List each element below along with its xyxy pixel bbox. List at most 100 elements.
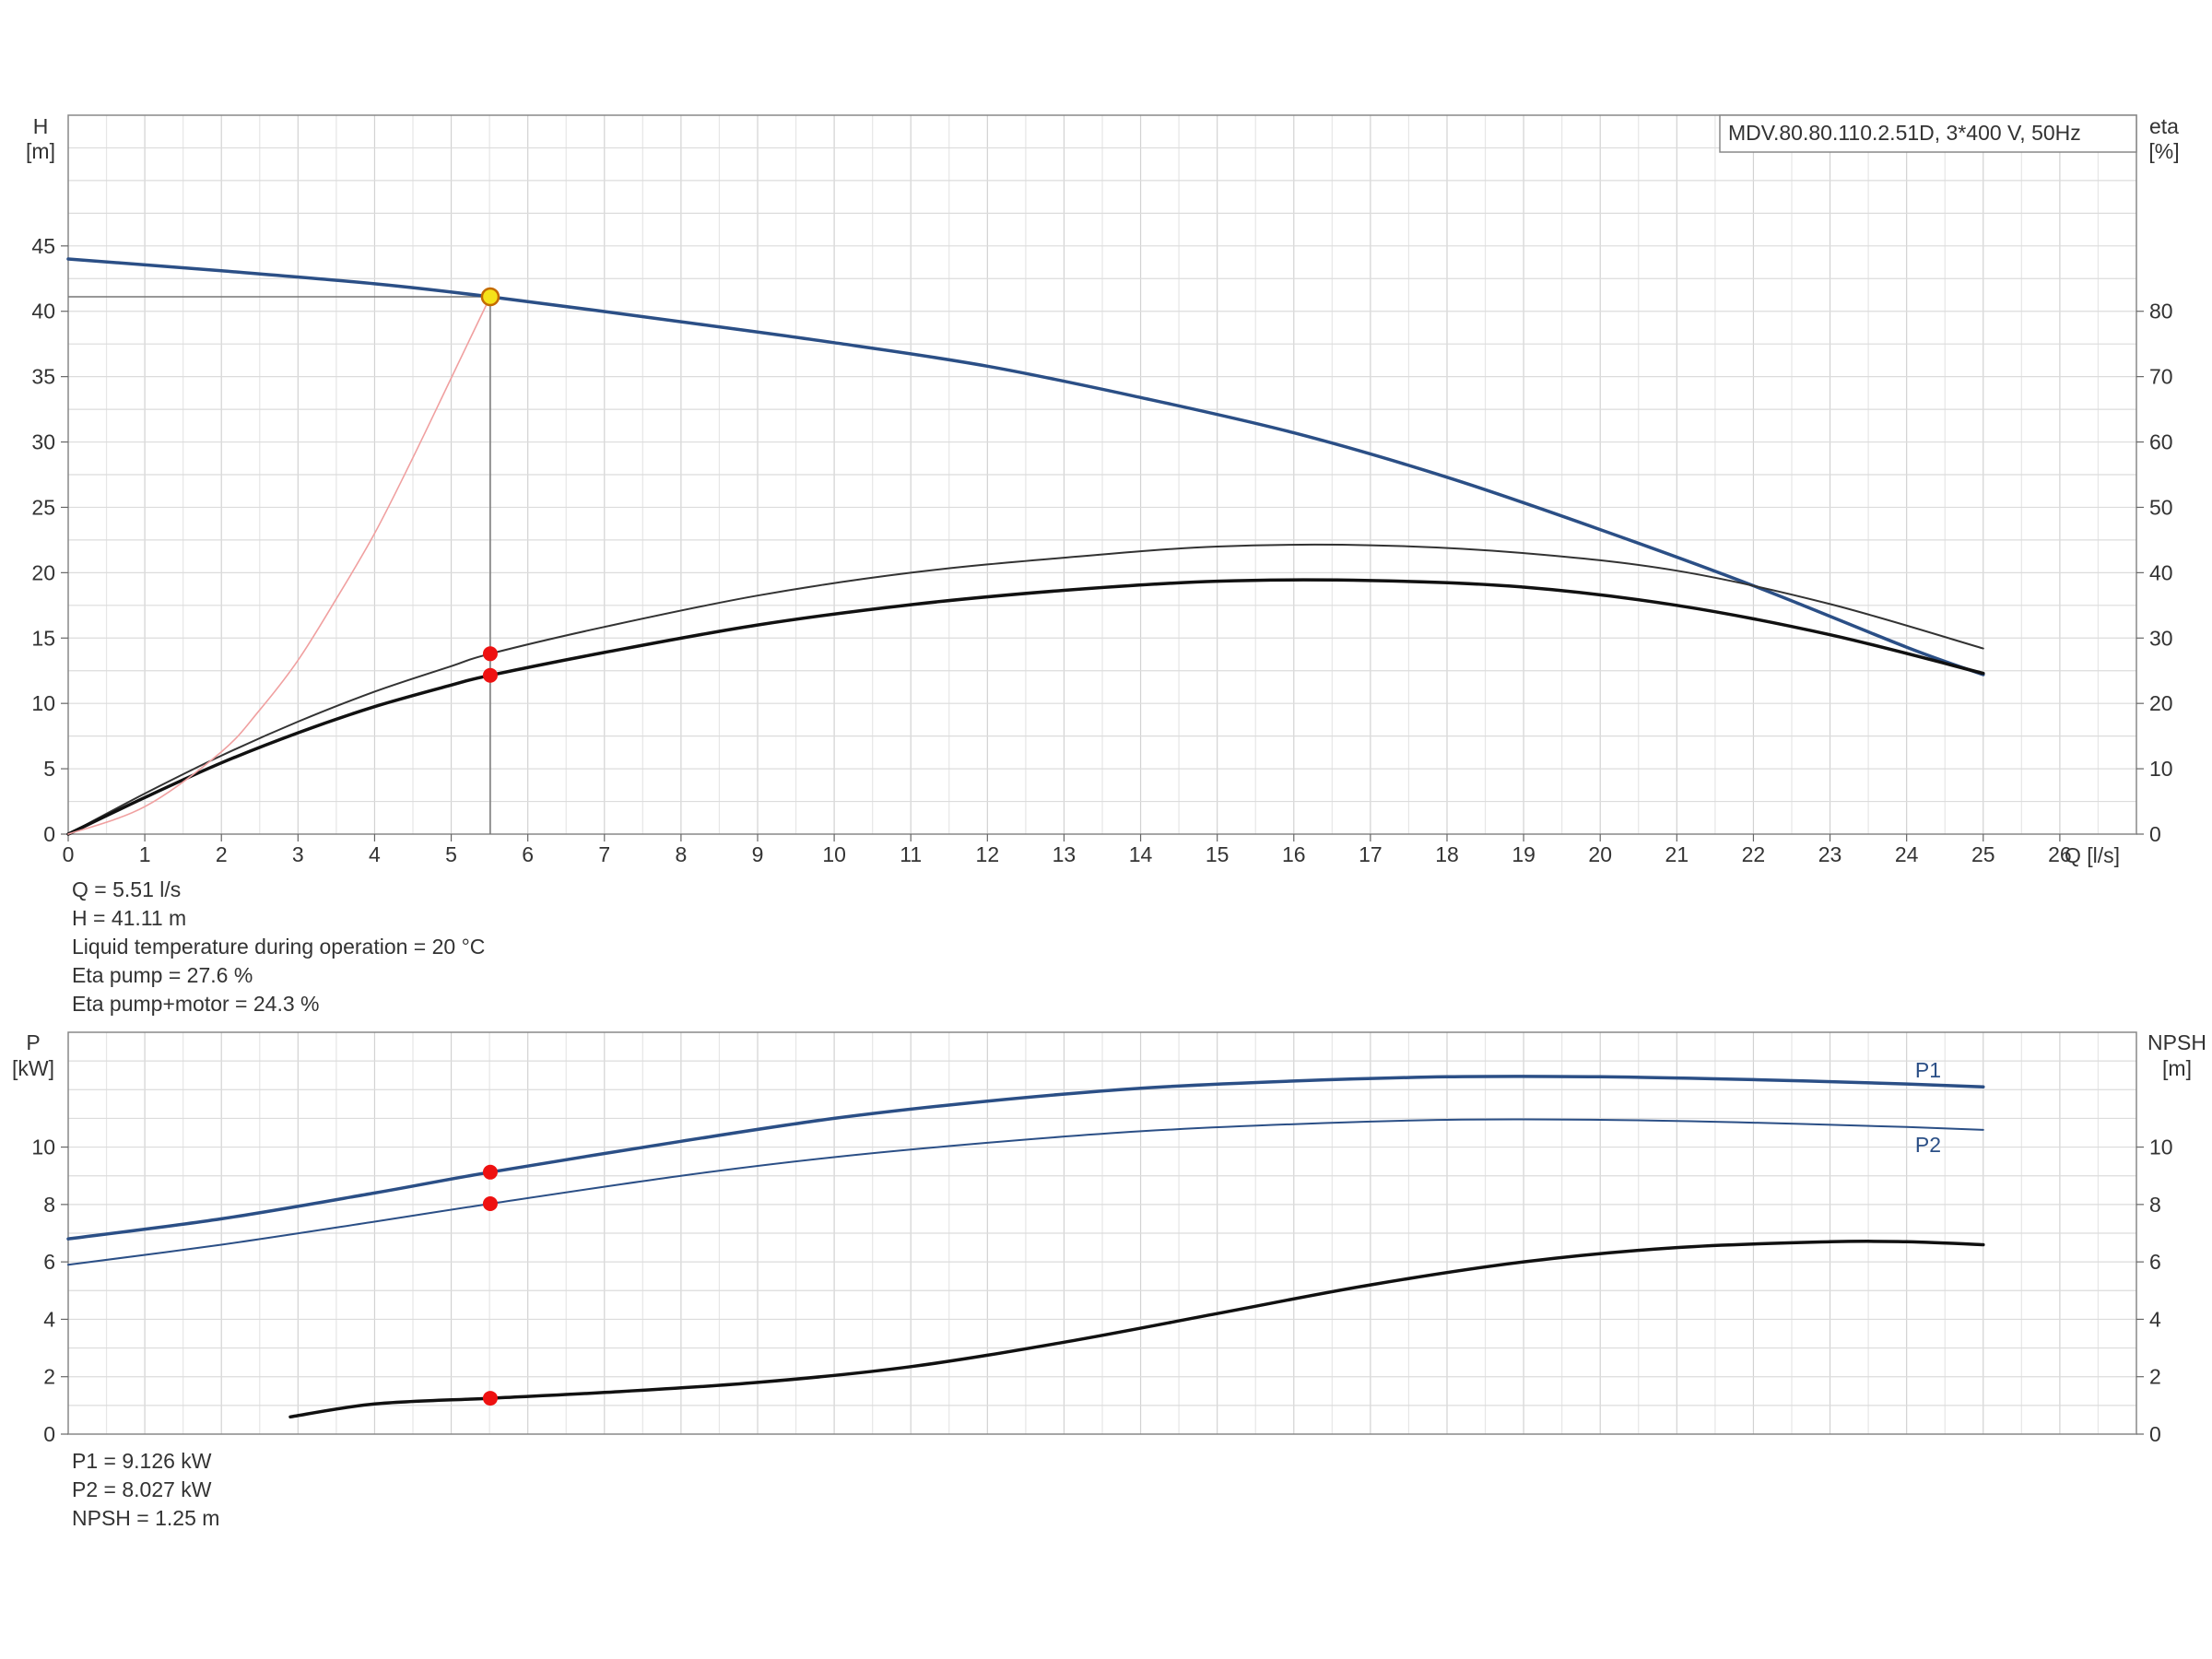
readout-p1: P1 = 9.126 kW bbox=[72, 1449, 212, 1473]
readout-head: H = 41.11 m bbox=[72, 906, 187, 930]
power-plot-frame bbox=[67, 1031, 2137, 1435]
series-line-eta-pump-motor bbox=[66, 578, 1985, 836]
x-tick-label: 8 bbox=[675, 842, 687, 866]
readout-eta-pump-motor: Eta pump+motor = 24.3 % bbox=[72, 992, 320, 1016]
right-tick-label: 0 bbox=[2149, 1422, 2161, 1446]
x-tick-label: 24 bbox=[1895, 842, 1919, 866]
readout-temperature: Liquid temperature during operation = 20… bbox=[72, 935, 486, 959]
left-tick-label: 10 bbox=[31, 1135, 55, 1159]
eta-axis-unit: [%] bbox=[2148, 139, 2179, 163]
left-tick-label: 4 bbox=[43, 1307, 55, 1331]
power-axis-ticks: 0 2 4 6 8 10 0 2 4 6 8 10 bbox=[31, 1135, 2172, 1446]
right-tick-label: 40 bbox=[2149, 560, 2173, 584]
x-tick-label: 17 bbox=[1359, 842, 1382, 866]
p1-curve-label: P1 bbox=[1915, 1058, 1941, 1082]
duty-point-marker bbox=[480, 287, 500, 307]
right-tick-label: 50 bbox=[2149, 495, 2173, 519]
right-tick-label: 2 bbox=[2149, 1365, 2161, 1389]
readout-flow: Q = 5.51 l/s bbox=[72, 877, 182, 901]
left-tick-label: 30 bbox=[31, 430, 55, 454]
left-tick-label: 40 bbox=[31, 300, 55, 324]
x-tick-label: 0 bbox=[63, 842, 75, 866]
head-grid bbox=[68, 115, 2136, 834]
right-tick-label: 10 bbox=[2149, 757, 2173, 781]
head-plot-frame bbox=[67, 114, 2137, 835]
x-tick-label: 20 bbox=[1588, 842, 1612, 866]
x-tick-label: 22 bbox=[1742, 842, 1766, 866]
readout-p2: P2 = 8.027 kW bbox=[72, 1477, 212, 1501]
series-line-p2 bbox=[67, 1118, 1984, 1266]
right-tick-label: 6 bbox=[2149, 1250, 2161, 1274]
right-tick-label: 8 bbox=[2149, 1193, 2161, 1217]
right-tick-label: 70 bbox=[2149, 365, 2173, 389]
x-tick-label: 26 bbox=[2048, 842, 2072, 866]
npsh-axis-unit: [m] bbox=[2162, 1056, 2192, 1080]
right-tick-label: 4 bbox=[2149, 1307, 2161, 1331]
x-tick-label: 14 bbox=[1129, 842, 1153, 866]
eta-axis-label: eta bbox=[2149, 114, 2179, 138]
operating-marker bbox=[482, 1196, 498, 1212]
left-tick-label: 2 bbox=[43, 1365, 55, 1389]
npsh-axis-label: NPSH bbox=[2147, 1030, 2206, 1054]
left-tick-label: 20 bbox=[31, 560, 55, 584]
chart-title: MDV.80.80.110.2.51D, 3*400 V, 50Hz bbox=[1728, 121, 2081, 145]
x-tick-label: 25 bbox=[1971, 842, 1995, 866]
left-tick-label: 6 bbox=[43, 1250, 55, 1274]
left-tick-label: 35 bbox=[31, 365, 55, 389]
right-tick-label: 0 bbox=[2149, 822, 2161, 846]
operating-marker bbox=[482, 1164, 498, 1180]
series-line-system bbox=[67, 296, 491, 835]
x-tick-label: 2 bbox=[216, 842, 228, 866]
x-tick-label: 7 bbox=[598, 842, 610, 866]
left-tick-label: 5 bbox=[43, 757, 55, 781]
operating-marker bbox=[482, 667, 498, 683]
left-tick-label: 45 bbox=[31, 234, 55, 258]
x-tick-label: 9 bbox=[752, 842, 764, 866]
series-line-head bbox=[66, 257, 1985, 677]
x-tick-label: 1 bbox=[139, 842, 151, 866]
power-axis-label: P bbox=[26, 1030, 40, 1054]
x-tick-label: 10 bbox=[822, 842, 846, 866]
power-series bbox=[66, 1075, 1985, 1419]
series-line-eta-pump bbox=[67, 543, 1984, 835]
power-npsh-panel: 0 2 4 6 8 10 0 2 4 6 8 10 P [kW] NPSH [m] P1 P2 bbox=[12, 1030, 2206, 1446]
left-tick-label: 15 bbox=[31, 626, 55, 650]
right-tick-label: 10 bbox=[2149, 1135, 2173, 1159]
operating-marker bbox=[482, 1391, 498, 1406]
power-readout: P1 = 9.126 kW P2 = 8.027 kW NPSH = 1.25 … bbox=[72, 1447, 219, 1533]
readout-eta-pump: Eta pump = 27.6 % bbox=[72, 963, 253, 987]
x-tick-label: 19 bbox=[1512, 842, 1535, 866]
x-tick-label: 18 bbox=[1435, 842, 1459, 866]
readout-npsh: NPSH = 1.25 m bbox=[72, 1506, 220, 1530]
head-series bbox=[66, 257, 1985, 836]
x-tick-label: 3 bbox=[292, 842, 304, 866]
x-tick-label: 4 bbox=[369, 842, 381, 866]
x-tick-label: 11 bbox=[900, 842, 922, 866]
duty-point-readout: Q = 5.51 l/s H = 41.11 m Liquid temperat… bbox=[72, 876, 485, 1018]
x-tick-label: 5 bbox=[445, 842, 457, 866]
p2-curve-label: P2 bbox=[1915, 1133, 1941, 1157]
x-tick-label: 15 bbox=[1206, 842, 1230, 866]
right-tick-label: 30 bbox=[2149, 626, 2173, 650]
left-tick-label: 8 bbox=[43, 1193, 55, 1217]
head-axis-label: H bbox=[33, 114, 49, 138]
series-line-p1 bbox=[66, 1075, 1985, 1241]
operating-marker bbox=[482, 646, 498, 662]
power-grid bbox=[68, 1032, 2136, 1434]
flow-axis-label: Q [l/s] bbox=[2065, 843, 2120, 867]
left-tick-label: 0 bbox=[43, 822, 55, 846]
left-tick-label: 25 bbox=[31, 495, 55, 519]
x-tick-label: 6 bbox=[522, 842, 534, 866]
head-axis-unit: [m] bbox=[26, 139, 55, 163]
head-legend-box: MDV.80.80.110.2.51D, 3*400 V, 50Hz bbox=[1719, 114, 2137, 153]
left-tick-label: 0 bbox=[43, 1422, 55, 1446]
right-tick-label: 80 bbox=[2149, 300, 2173, 324]
legend-frame bbox=[1719, 114, 2137, 153]
power-axis-unit: [kW] bbox=[12, 1056, 54, 1080]
head-markers bbox=[480, 287, 500, 683]
x-tick-label: 13 bbox=[1053, 842, 1077, 866]
right-tick-label: 20 bbox=[2149, 691, 2173, 715]
